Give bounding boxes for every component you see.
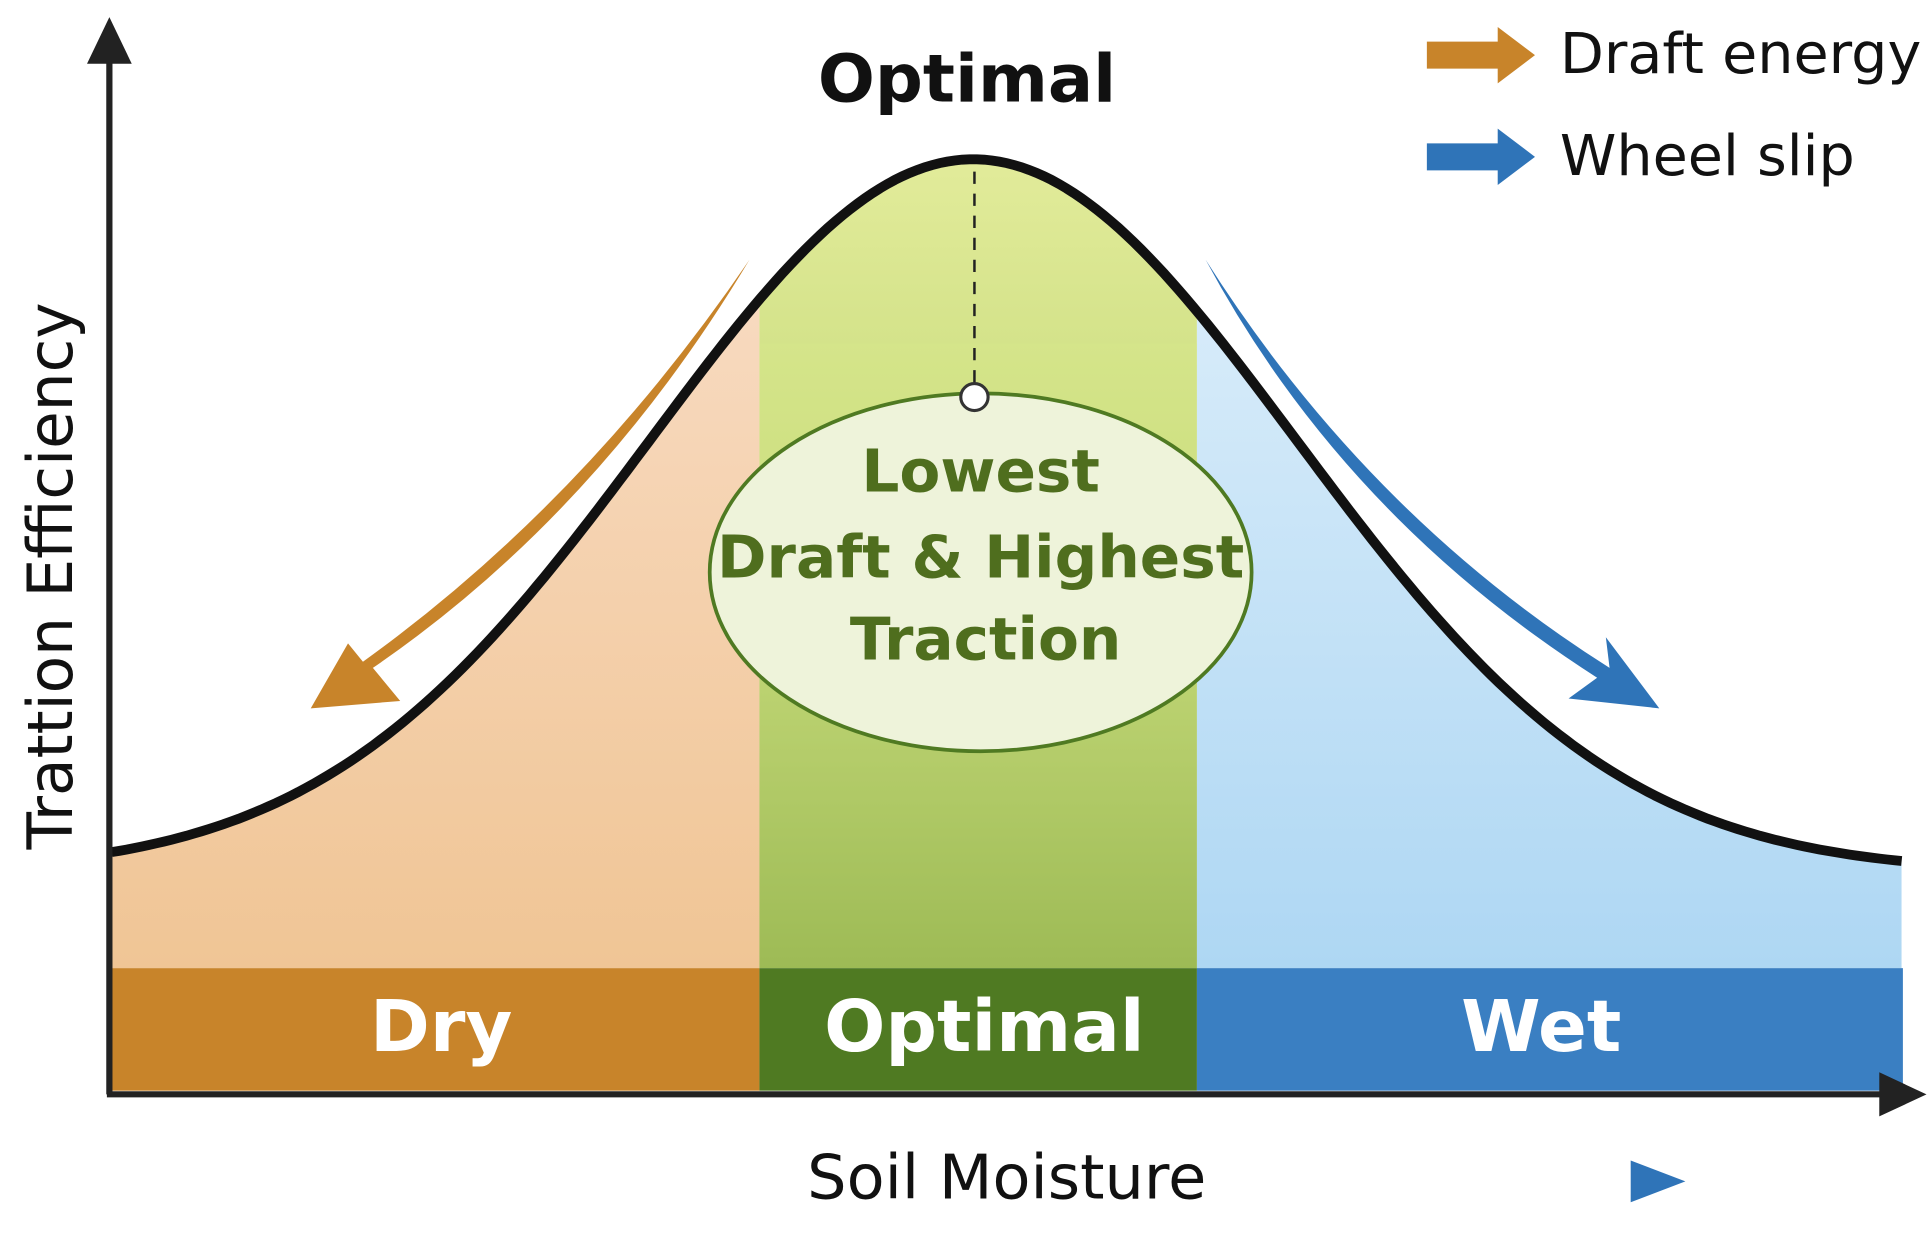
efficiency-curve bbox=[111, 154, 1903, 866]
zone-label: Wet bbox=[1461, 986, 1621, 1068]
callout-line: Lowest bbox=[861, 437, 1100, 506]
zone-band bbox=[759, 968, 1197, 1091]
callout-line: Draft & Highest bbox=[717, 523, 1244, 592]
callout-line: Traction bbox=[850, 605, 1122, 674]
slip-arrow bbox=[1205, 259, 1660, 709]
title: Optimal bbox=[818, 40, 1116, 117]
legend-label: Draft energy bbox=[1560, 21, 1921, 87]
y-axis-arrow bbox=[87, 17, 132, 64]
draft-arrow bbox=[310, 259, 750, 709]
peak-dot bbox=[959, 382, 990, 413]
zone-label: Dry bbox=[370, 986, 512, 1068]
legend-label: Wheel slip bbox=[1560, 123, 1855, 189]
legend-swatch bbox=[1426, 128, 1535, 186]
zone-band bbox=[111, 968, 760, 1091]
zone-band bbox=[1196, 968, 1903, 1091]
y-axis-label: Trattion Efficiency bbox=[14, 302, 87, 850]
zone-label: Optimal bbox=[824, 986, 1145, 1068]
x-decor-arrow bbox=[1630, 1160, 1686, 1203]
x-axis-arrow bbox=[1879, 1072, 1927, 1117]
x-axis-label: Soil Moisture bbox=[807, 1142, 1206, 1214]
dry-fill bbox=[111, 159, 760, 969]
legend-swatch bbox=[1426, 26, 1535, 84]
